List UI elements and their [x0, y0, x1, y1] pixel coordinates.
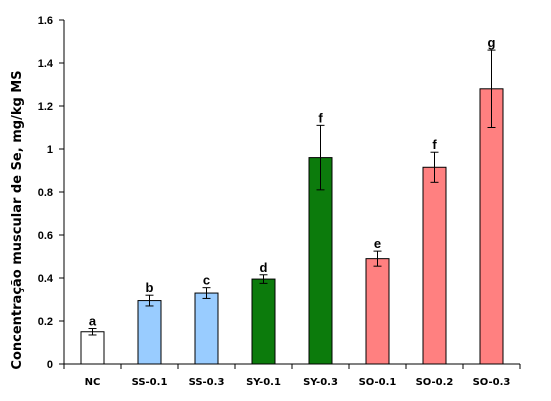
bar	[194, 292, 219, 365]
y-tick-label: 0	[47, 359, 53, 371]
x-tick-label: SS-0.3	[189, 377, 225, 388]
significance-letter: f	[432, 137, 437, 152]
bar	[422, 166, 447, 365]
bar	[80, 331, 105, 365]
y-axis: 0 0.2 0.4 0.6 0.8 1 1.2 1.4 1.6	[38, 15, 65, 371]
x-tick-label: SO-0.3	[473, 377, 511, 388]
significance-letter: c	[203, 273, 210, 288]
bar	[137, 300, 162, 365]
y-tick-label: 0.2	[38, 316, 53, 328]
x-tick-label: SO-0.2	[416, 377, 454, 388]
bar	[251, 278, 276, 365]
bar	[365, 258, 390, 365]
y-tick-label: 1	[47, 144, 53, 156]
x-axis: NC SS-0.1 SS-0.3 SY-0.1 SY-0.3 SO-0.1 SO-0.2 SO…	[63, 363, 521, 388]
x-tick-label: NC	[85, 377, 101, 388]
bar	[479, 88, 504, 365]
significance-letter: d	[260, 260, 268, 275]
significance-letter: g	[488, 35, 496, 50]
bars: a b c d f e f g	[80, 35, 504, 365]
significance-letter: f	[318, 110, 323, 125]
x-tick-label: SY-0.3	[303, 377, 338, 388]
x-tick-label: SY-0.1	[246, 377, 281, 388]
y-tick-label: 0.4	[38, 273, 54, 285]
significance-letter: a	[89, 314, 97, 329]
y-tick-label: 1.2	[38, 101, 53, 113]
x-tick-label: SO-0.1	[359, 377, 397, 388]
y-tick-label: 1.4	[38, 58, 54, 70]
y-tick-label: 0.6	[38, 230, 53, 242]
y-tick-label: 0.8	[38, 187, 53, 199]
significance-letter: b	[146, 280, 154, 295]
y-axis-title: Concentração muscular de Se, mg/kg MS	[10, 70, 25, 369]
x-tick-label: SS-0.1	[132, 377, 168, 388]
y-tick-label: 1.6	[38, 15, 53, 27]
significance-letter: e	[374, 236, 381, 251]
